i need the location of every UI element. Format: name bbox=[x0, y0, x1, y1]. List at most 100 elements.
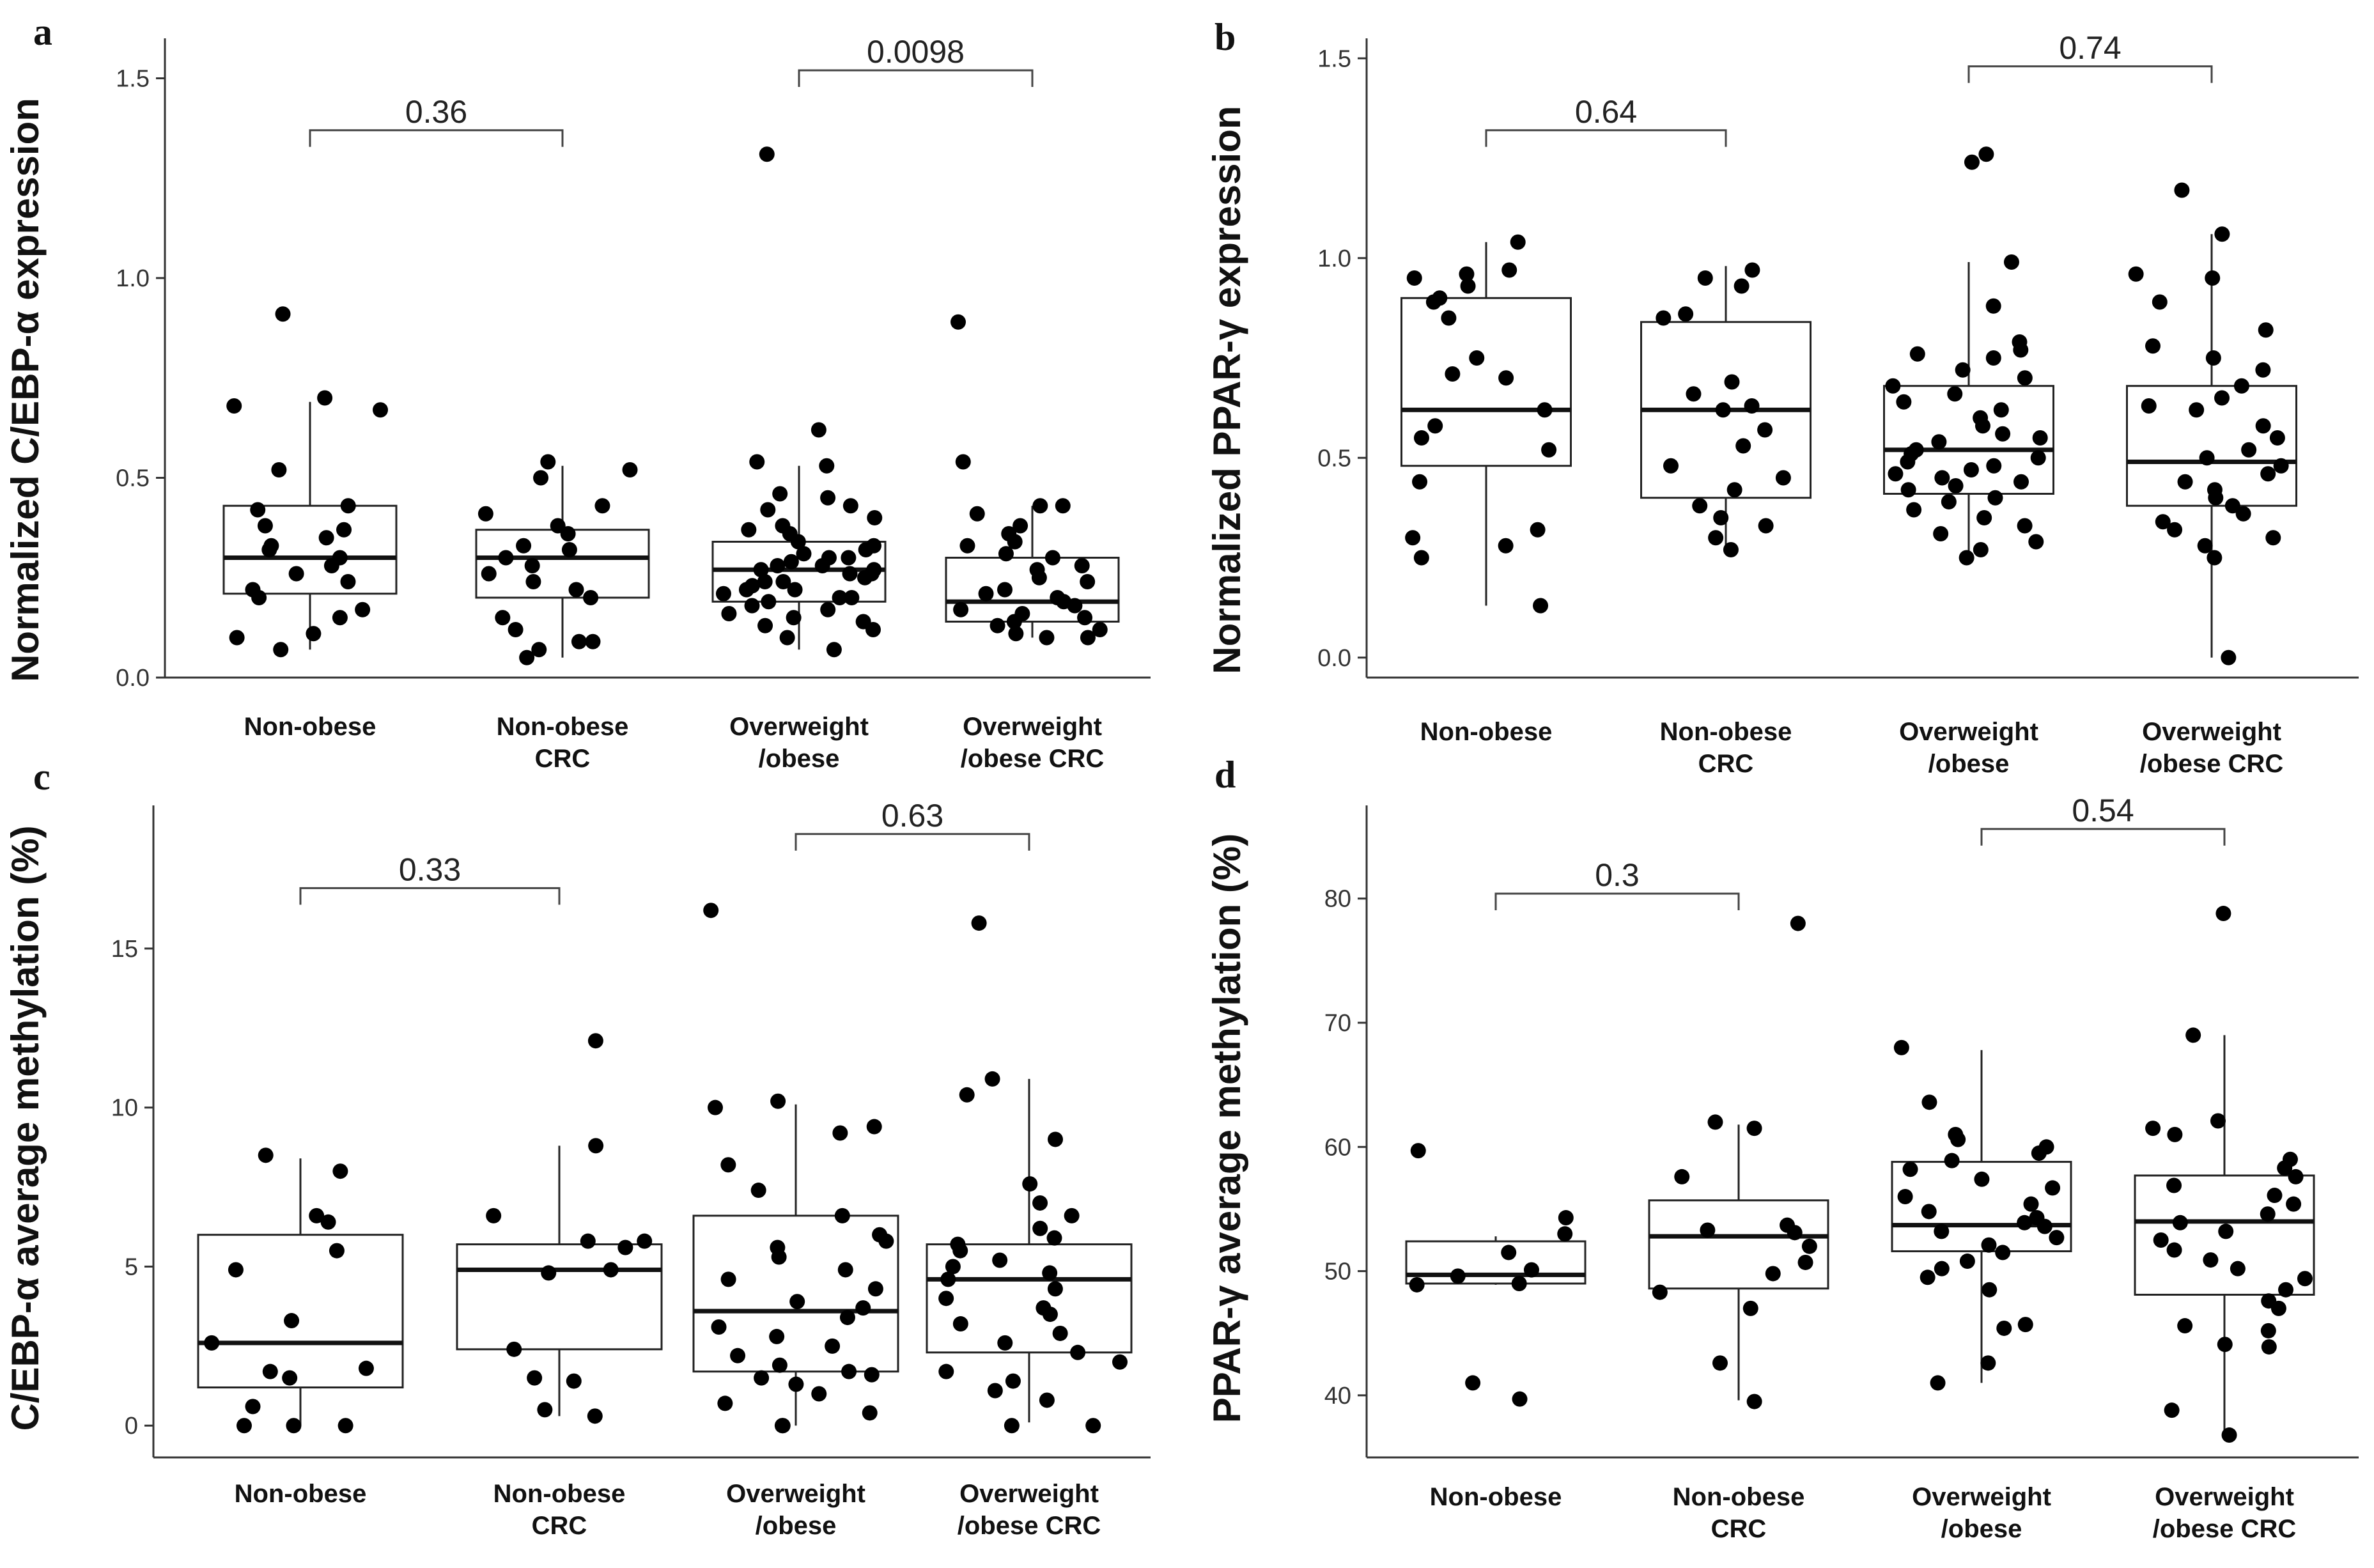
data-point bbox=[275, 306, 291, 322]
data-point bbox=[1921, 1094, 1937, 1110]
data-point bbox=[1902, 1161, 1918, 1177]
y-tick-label: 1.0 bbox=[1317, 245, 1351, 272]
data-point bbox=[2278, 1282, 2294, 1298]
data-point bbox=[2267, 1188, 2283, 1204]
data-point bbox=[1046, 1230, 1062, 1246]
data-point bbox=[2258, 322, 2274, 338]
x-category-label: Non-obese bbox=[235, 1480, 367, 1508]
data-point bbox=[832, 590, 848, 605]
data-point bbox=[1757, 422, 1773, 438]
points-group-3 bbox=[703, 903, 894, 1434]
data-point bbox=[2215, 906, 2231, 922]
x-category-label: Non-obese bbox=[1430, 1483, 1562, 1511]
data-point bbox=[945, 1259, 961, 1275]
data-point bbox=[2241, 442, 2257, 458]
box-1 bbox=[197, 1158, 404, 1426]
data-point bbox=[1697, 270, 1713, 286]
points-group-2 bbox=[1656, 262, 1791, 557]
data-point bbox=[587, 1408, 603, 1424]
data-point bbox=[2167, 1126, 2183, 1142]
data-point bbox=[1976, 510, 1992, 525]
data-point bbox=[1963, 462, 1979, 477]
data-point bbox=[1537, 402, 1553, 418]
data-point bbox=[561, 542, 577, 557]
data-point bbox=[1425, 294, 1441, 310]
data-point bbox=[2255, 362, 2271, 378]
data-point bbox=[329, 1243, 345, 1259]
points-group-4 bbox=[2128, 182, 2289, 665]
data-point bbox=[938, 1363, 954, 1379]
data-point bbox=[2028, 534, 2044, 550]
data-point bbox=[857, 570, 873, 586]
bracket-line bbox=[1485, 129, 1727, 147]
bracket-line bbox=[1967, 65, 2213, 83]
data-point bbox=[2049, 1230, 2065, 1246]
data-point bbox=[2155, 514, 2171, 530]
p-value-label: 0.36 bbox=[405, 94, 467, 130]
data-point bbox=[1558, 1210, 1574, 1226]
data-point bbox=[2205, 350, 2221, 366]
data-point bbox=[271, 462, 287, 477]
p-value-label: 0.74 bbox=[2059, 30, 2121, 66]
data-point bbox=[989, 617, 1005, 633]
data-point bbox=[1744, 262, 1760, 278]
data-point bbox=[258, 1147, 274, 1163]
data-point bbox=[2189, 402, 2205, 418]
data-point bbox=[1557, 1226, 1573, 1242]
data-point bbox=[525, 574, 541, 589]
data-point bbox=[506, 1341, 522, 1357]
data-point bbox=[738, 582, 754, 598]
y-tick-label: 1.0 bbox=[116, 265, 150, 292]
points-group-3 bbox=[1893, 1039, 2065, 1391]
data-point bbox=[754, 1370, 770, 1386]
data-point bbox=[757, 574, 773, 589]
data-point bbox=[1906, 502, 1922, 518]
data-point bbox=[787, 582, 803, 598]
data-point bbox=[1978, 146, 1994, 162]
data-point bbox=[1427, 418, 1443, 434]
comparison-bracket: 0.0098 bbox=[798, 34, 1034, 87]
data-point bbox=[2174, 182, 2190, 198]
data-point bbox=[251, 590, 267, 605]
data-point bbox=[814, 558, 830, 573]
data-point bbox=[1708, 530, 1724, 546]
panel-a: a Normalized C/EBP-α expression 0.0 0.5 1.0 1… bbox=[4, 11, 1151, 773]
data-point bbox=[841, 1363, 857, 1379]
data-point bbox=[355, 602, 371, 617]
points-group-2 bbox=[1652, 915, 1817, 1409]
p-value-label: 0.33 bbox=[399, 851, 461, 887]
data-point bbox=[2167, 522, 2183, 538]
data-point bbox=[508, 622, 524, 637]
data-point bbox=[1897, 1189, 1913, 1204]
x-category-label: /obese bbox=[1928, 750, 2010, 778]
data-point bbox=[332, 610, 348, 626]
y-tick-label: 50 bbox=[1324, 1259, 1351, 1285]
y-tick-label: 70 bbox=[1324, 1010, 1351, 1037]
data-point bbox=[720, 1271, 736, 1287]
data-point bbox=[262, 1363, 278, 1379]
box-1 bbox=[222, 401, 398, 650]
y-tick-label: 80 bbox=[1324, 886, 1351, 913]
data-point bbox=[858, 542, 874, 557]
x-category-label: CRC bbox=[1711, 1515, 1767, 1543]
box-1 bbox=[1405, 1236, 1587, 1285]
data-point bbox=[2270, 1300, 2286, 1316]
data-point bbox=[540, 454, 556, 470]
data-point bbox=[320, 1214, 336, 1230]
x-category-label: Non-obese bbox=[1660, 718, 1792, 746]
data-point bbox=[1077, 610, 1093, 626]
data-point bbox=[2286, 1196, 2302, 1212]
data-point bbox=[959, 1087, 975, 1103]
points-group-2 bbox=[486, 1033, 653, 1424]
data-point bbox=[2177, 1318, 2193, 1334]
data-point bbox=[1744, 398, 1760, 414]
data-point bbox=[1410, 1143, 1426, 1159]
points-group-4 bbox=[2145, 906, 2313, 1443]
data-point bbox=[2164, 1402, 2180, 1418]
data-point bbox=[2023, 1196, 2039, 1212]
data-point bbox=[373, 402, 389, 418]
y-tick-label: 15 bbox=[111, 936, 138, 963]
box-iqr bbox=[456, 1243, 663, 1351]
data-point bbox=[1656, 310, 1672, 326]
bracket-line bbox=[1980, 828, 2226, 846]
